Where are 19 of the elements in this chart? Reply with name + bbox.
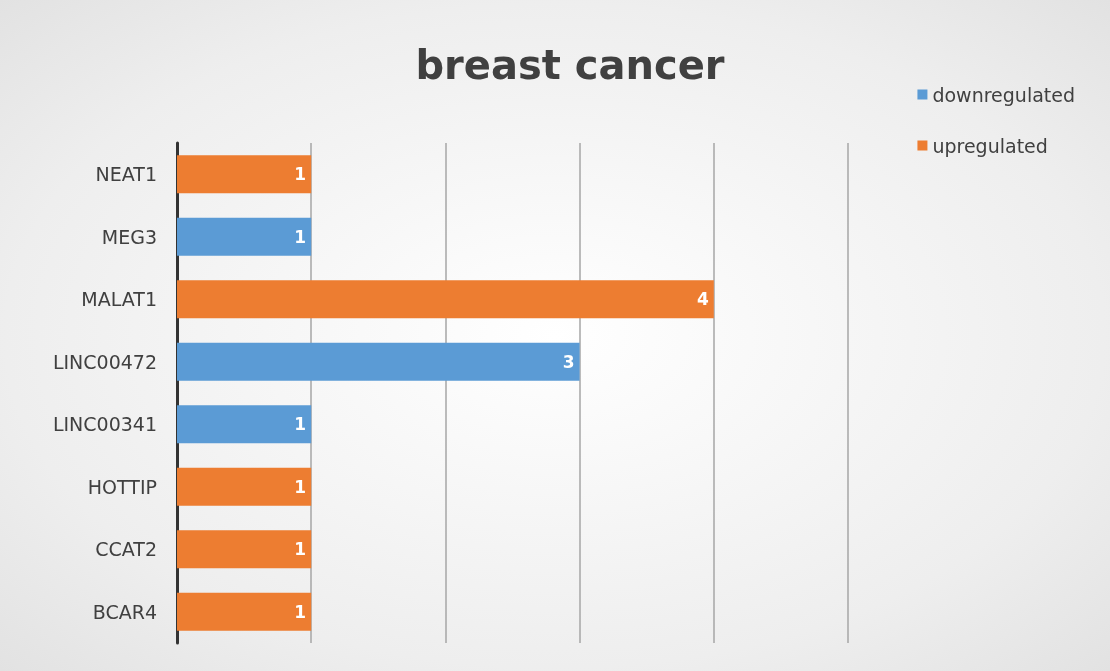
- y-tick-label: MALAT1: [81, 288, 157, 311]
- data-label: 1: [294, 601, 307, 622]
- y-tick-label: CCAT2: [95, 538, 157, 561]
- legend-label: downregulated: [932, 83, 1075, 106]
- data-label: 1: [294, 414, 307, 435]
- y-tick-label: LINC00341: [52, 413, 157, 436]
- data-label: 3: [562, 351, 575, 372]
- data-label: 4: [696, 289, 709, 310]
- y-tick-label: LINC00472: [52, 350, 157, 373]
- data-label: 1: [294, 476, 307, 497]
- data-label: 1: [294, 164, 307, 185]
- data-label: 1: [294, 226, 307, 247]
- y-tick-label: BCAR4: [92, 600, 157, 623]
- y-tick-label: MEG3: [101, 225, 157, 248]
- y-tick-label: NEAT1: [95, 163, 157, 186]
- data-label: 1: [294, 539, 307, 560]
- y-tick-label: HOTTIP: [87, 475, 157, 498]
- legend-label: upregulated: [932, 134, 1048, 157]
- chart-title: breast cancer: [415, 42, 725, 88]
